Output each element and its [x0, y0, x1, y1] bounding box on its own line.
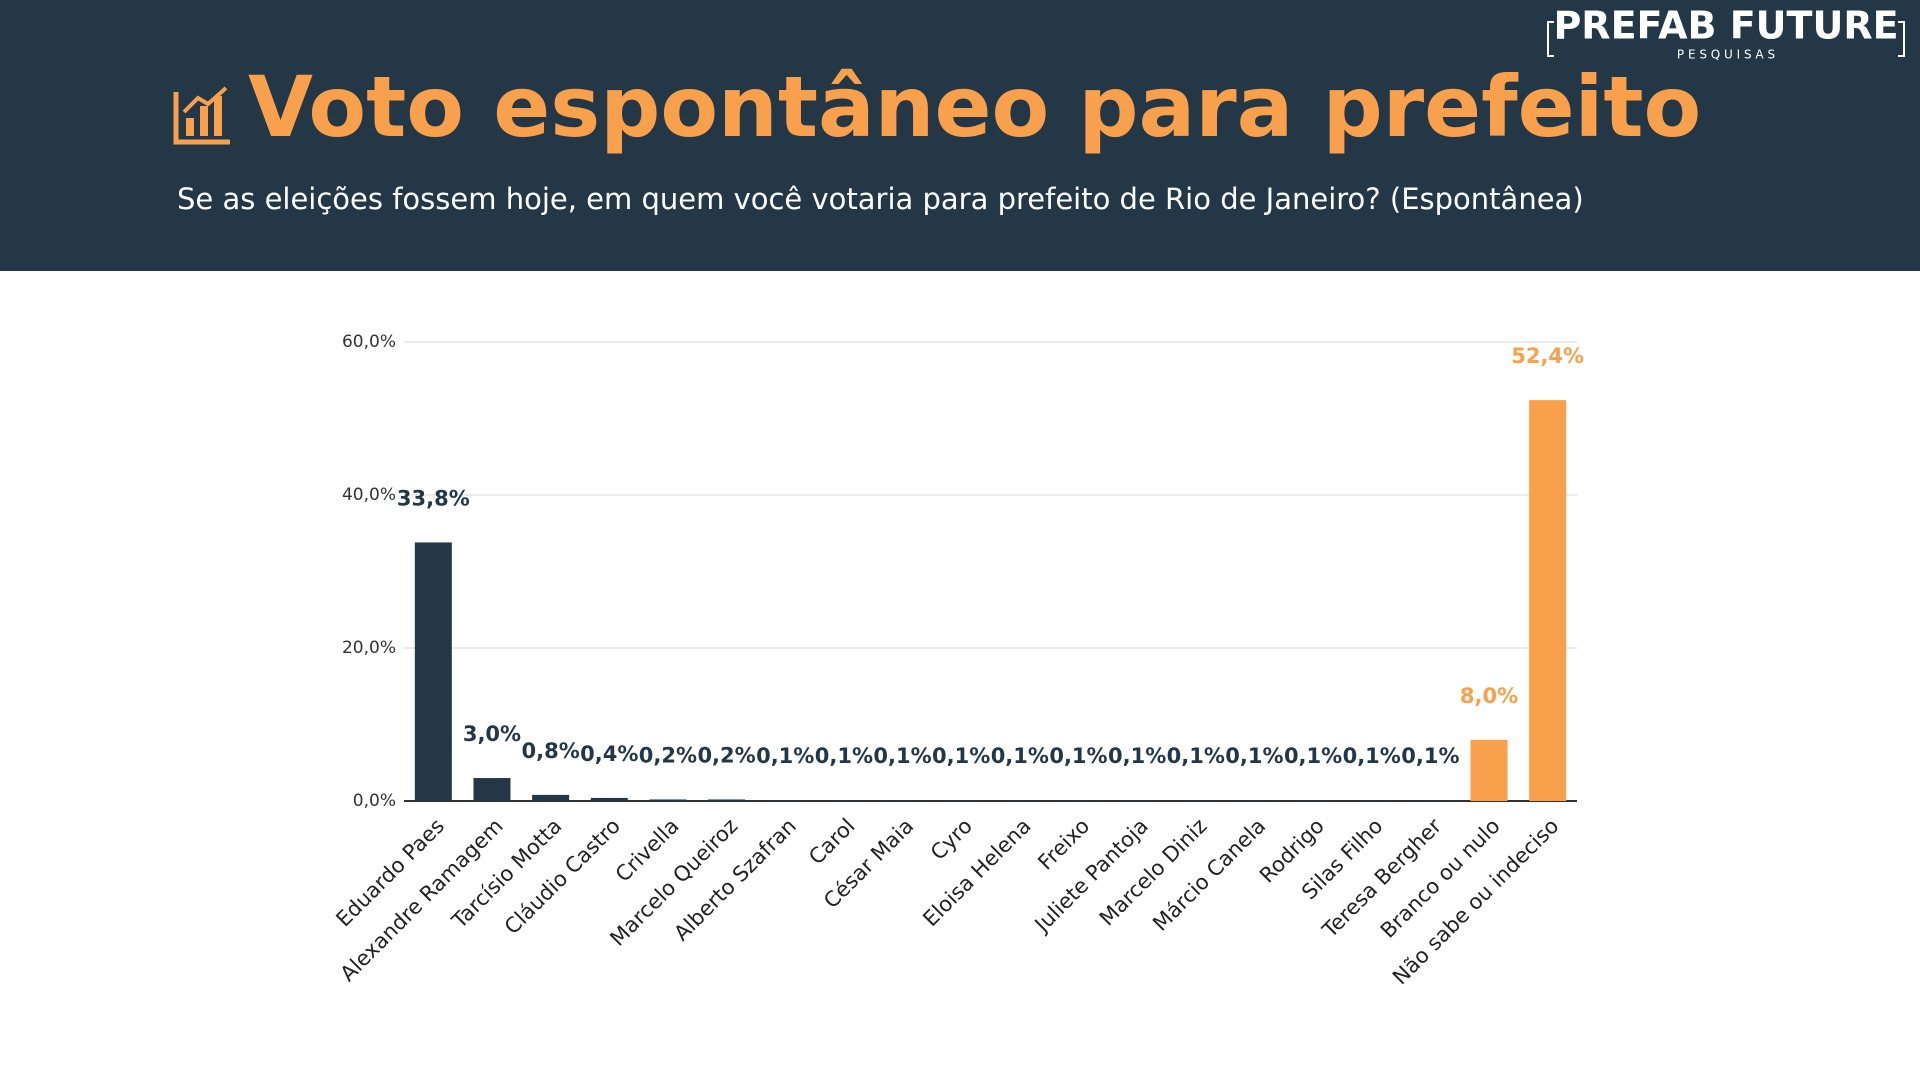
bar [1294, 800, 1332, 801]
bar [532, 794, 570, 801]
logo-frame [1547, 21, 1905, 57]
x-tick-label: Carol [804, 814, 859, 869]
data-label: 0,1% [1167, 744, 1225, 768]
data-label: 0,1% [1343, 744, 1401, 768]
data-label: 0,2% [639, 743, 697, 767]
y-tick-label: 40,0% [342, 485, 396, 505]
bar [825, 800, 863, 801]
bar [1177, 800, 1215, 801]
bar [884, 800, 922, 801]
bar [1411, 800, 1449, 801]
chart-title: Voto espontâneo para prefeito [248, 58, 1701, 156]
header-band [0, 0, 1920, 271]
bar [1118, 800, 1156, 801]
bar [414, 542, 452, 801]
bar [1529, 400, 1567, 801]
logo-name: PREFAB FUTURE [1553, 4, 1898, 48]
data-label: 52,4% [1511, 344, 1584, 368]
bar [708, 799, 746, 801]
data-label: 0,1% [1108, 744, 1166, 768]
data-label: 0,1% [991, 744, 1049, 768]
y-tick-label: 60,0% [342, 332, 396, 352]
data-label: 0,1% [1284, 744, 1342, 768]
data-label: 8,0% [1460, 684, 1518, 708]
data-label: 0,2% [697, 743, 755, 767]
bar [1235, 800, 1273, 801]
y-tick-label: 0,0% [353, 791, 396, 811]
bar [1353, 800, 1391, 801]
data-label: 0,1% [873, 744, 931, 768]
logo-tagline: P E S Q U I S A S [1677, 48, 1775, 62]
bar [473, 778, 511, 801]
y-tick-label: 20,0% [342, 638, 396, 658]
title-icon [173, 86, 230, 145]
x-tick-label: Cyro [926, 814, 977, 865]
bar [942, 800, 980, 801]
data-label: 0,1% [1049, 744, 1107, 768]
data-label: 0,4% [580, 742, 638, 766]
bar [590, 797, 628, 801]
chart-subtitle: Se as eleições fossem hoje, em quem você… [177, 182, 1584, 216]
bar [1059, 800, 1097, 801]
data-label: 0,1% [815, 744, 873, 768]
bar [766, 800, 804, 801]
data-label: 0,1% [756, 744, 814, 768]
data-label: 0,1% [932, 744, 990, 768]
data-label: 0,1% [1225, 744, 1283, 768]
data-label: 0,1% [1401, 744, 1459, 768]
data-label: 3,0% [463, 722, 521, 746]
data-label: 0,8% [522, 739, 580, 763]
x-tick-label: Eloisa Helena [918, 814, 1035, 931]
bar [1001, 800, 1039, 801]
bar [649, 799, 687, 801]
data-label: 33,8% [397, 486, 470, 510]
bar [1470, 739, 1508, 801]
